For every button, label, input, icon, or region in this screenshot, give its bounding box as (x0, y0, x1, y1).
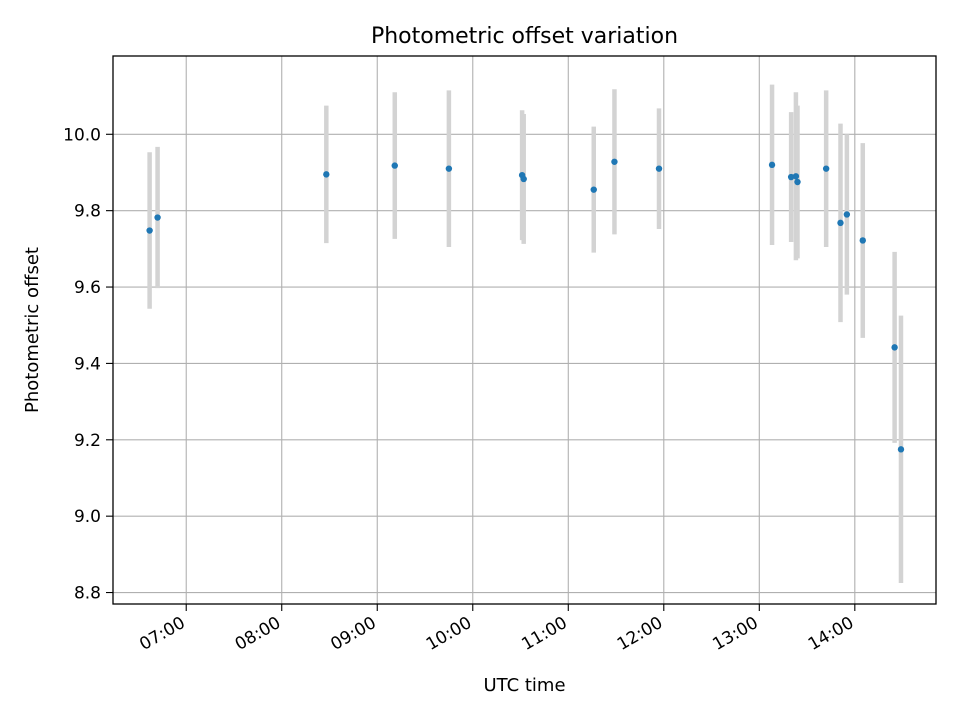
y-tick-label: 10.0 (63, 125, 101, 145)
data-points (146, 158, 905, 453)
y-tick-label: 9.6 (74, 278, 101, 298)
data-point (794, 178, 801, 186)
data-point (787, 173, 795, 181)
chart-title: Photometric offset variation (371, 24, 678, 49)
data-point (611, 158, 618, 165)
data-point (891, 344, 898, 351)
x-axis-label: UTC time (483, 675, 565, 696)
x-axis-ticks: 07:00 08:00 09:00 10:00 11:00 12:00 13:00 14:00 (136, 604, 857, 655)
data-point (897, 446, 905, 453)
x-tick-label: 10:00 (423, 613, 475, 655)
x-tick-label: 09:00 (327, 613, 379, 655)
data-point (768, 161, 776, 169)
x-tick-label: 11:00 (518, 613, 570, 655)
x-tick-label: 08:00 (232, 613, 284, 655)
data-point (154, 214, 161, 221)
data-point (520, 175, 527, 183)
y-tick-label: 9.0 (74, 507, 101, 527)
data-point (445, 165, 453, 172)
data-point (859, 237, 866, 244)
x-tick-label: 14:00 (805, 613, 857, 655)
data-point (323, 171, 330, 178)
data-point (837, 219, 844, 227)
y-axis-label: Photometric offset (22, 247, 43, 413)
y-tick-label: 8.8 (74, 584, 101, 604)
error-bars (147, 84, 904, 583)
data-point (146, 227, 153, 234)
data-point (391, 162, 398, 169)
x-tick-label: 13:00 (709, 613, 761, 655)
y-tick-label: 9.2 (74, 431, 101, 451)
data-point (655, 165, 663, 172)
y-axis-ticks: 8.8 9.0 9.2 9.4 9.6 9.8 10.0 (63, 125, 113, 604)
y-tick-label: 9.8 (74, 202, 101, 222)
x-tick-label: 12:00 (614, 613, 666, 655)
data-point (843, 211, 851, 218)
y-tick-label: 9.4 (74, 354, 101, 374)
data-point (822, 165, 830, 172)
data-point (792, 173, 800, 180)
data-point (590, 186, 597, 193)
x-tick-label: 07:00 (136, 613, 188, 655)
plot-frame (112, 55, 937, 605)
